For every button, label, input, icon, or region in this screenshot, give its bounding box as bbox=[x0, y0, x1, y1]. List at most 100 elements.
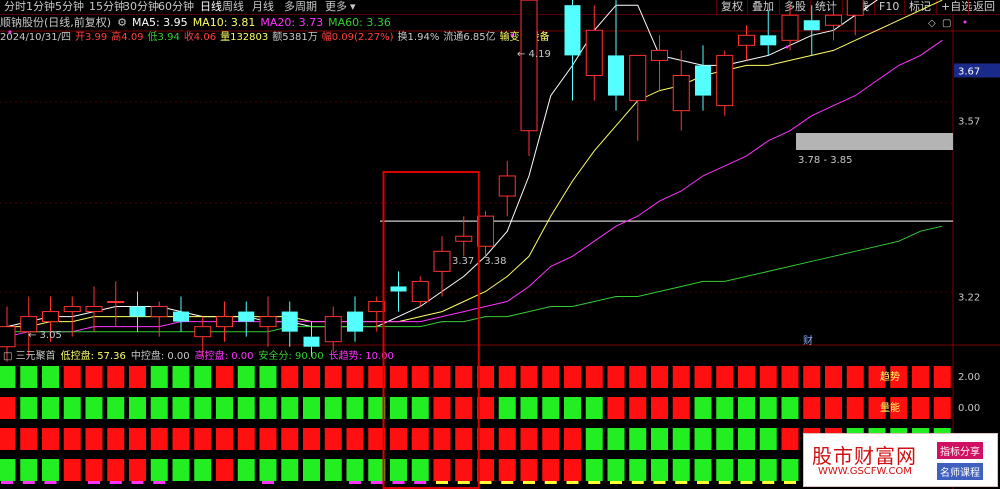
period-tab-2[interactable]: 5分钟 bbox=[55, 0, 84, 13]
candle-7 bbox=[150, 306, 168, 318]
heat-cell-1-2 bbox=[42, 397, 59, 419]
heat-cell-3-8 bbox=[172, 459, 190, 481]
footer-mark-6 bbox=[131, 481, 144, 484]
heat-cell-1-30 bbox=[651, 397, 668, 419]
heat-cell-2-33 bbox=[716, 428, 734, 450]
heat-cell-2-13 bbox=[281, 428, 299, 450]
heat-cell-0-42 bbox=[912, 366, 929, 388]
period-tab-6[interactable]: 日线 bbox=[200, 0, 222, 13]
period-tab-10[interactable]: 更多 bbox=[325, 0, 347, 13]
heat-cell-0-24 bbox=[520, 366, 538, 388]
footer-mark-12 bbox=[262, 481, 274, 484]
heat-cell-0-30 bbox=[651, 366, 668, 388]
watermark-badge-course[interactable]: 名师课程 bbox=[937, 463, 983, 480]
heat-cell-0-27 bbox=[585, 366, 603, 388]
candle-14 bbox=[303, 336, 320, 347]
candle-20 bbox=[433, 250, 451, 272]
ma-line-ma20 bbox=[6, 39, 943, 338]
candle-13 bbox=[281, 311, 298, 332]
heat-cell-3-14 bbox=[303, 459, 320, 481]
heat-cell-3-32 bbox=[694, 459, 712, 481]
period-tab-7[interactable]: 周线 bbox=[222, 0, 244, 13]
heat-cell-1-9 bbox=[194, 397, 212, 419]
period-tab-0[interactable]: 分时 bbox=[4, 0, 26, 13]
heat-cell-1-37 bbox=[803, 397, 821, 419]
heat-cell-2-15 bbox=[324, 428, 342, 450]
heat-cell-0-34 bbox=[738, 366, 755, 388]
heat-cell-2-17 bbox=[368, 428, 386, 450]
heat-cell-0-6 bbox=[129, 366, 146, 388]
price-zone-upper bbox=[796, 133, 953, 150]
heat-cell-0-25 bbox=[542, 366, 560, 388]
row-label-1: 量能 bbox=[880, 401, 900, 414]
toolbar-button-8[interactable]: 返回 bbox=[968, 0, 999, 14]
candle-19 bbox=[411, 280, 429, 303]
heat-cell-1-33 bbox=[716, 397, 734, 419]
heat-cell-1-42 bbox=[912, 397, 929, 419]
heat-cell-0-8 bbox=[172, 366, 190, 388]
maximize-icon: ▢ bbox=[942, 18, 951, 29]
toolbar-button-1[interactable]: 叠加 bbox=[747, 0, 778, 14]
period-tab-4[interactable]: 30分钟 bbox=[123, 0, 159, 13]
heat-cell-3-23 bbox=[498, 459, 516, 481]
heat-cell-2-23 bbox=[498, 428, 516, 450]
candle-34 bbox=[738, 34, 755, 46]
heat-cell-0-22 bbox=[477, 366, 494, 388]
heat-cell-0-38 bbox=[825, 366, 842, 388]
footer-mark-28 bbox=[610, 481, 622, 484]
indicator-stat-2: 高控盘: 0.00 bbox=[195, 349, 254, 362]
ma-legend-0: MA5: 3.95 bbox=[132, 16, 188, 29]
heat-cell-0-16 bbox=[346, 366, 364, 388]
watermark-title: 股市财富网 bbox=[812, 444, 917, 468]
bar-info-7: 幅0.09(2.27%) bbox=[322, 30, 394, 43]
period-tab-1[interactable]: 1分钟 bbox=[26, 0, 55, 13]
heat-cell-2-8 bbox=[172, 428, 190, 450]
period-tab-3[interactable]: 15分钟 bbox=[89, 0, 125, 13]
bar-info-0: 2024/10/31/四 bbox=[0, 32, 71, 43]
candle-4 bbox=[85, 306, 103, 313]
heat-cell-3-2 bbox=[42, 459, 59, 481]
more-caret-icon[interactable]: ▾ bbox=[350, 0, 356, 13]
toolbar-button-3[interactable]: 统计 bbox=[810, 0, 841, 14]
heat-cell-3-0 bbox=[0, 459, 16, 481]
period-tab-5[interactable]: 60分钟 bbox=[158, 0, 194, 13]
toolbar-button-7[interactable]: +自选 bbox=[936, 0, 976, 14]
heat-cell-3-31 bbox=[672, 459, 690, 481]
heat-cell-2-16 bbox=[346, 428, 364, 450]
bar-info-1: 开3.99 bbox=[75, 32, 107, 43]
bar-info-8: 换1.94% bbox=[398, 30, 440, 43]
heat-cell-1-0 bbox=[0, 397, 16, 419]
heat-cell-2-9 bbox=[194, 428, 212, 450]
heat-cell-0-36 bbox=[781, 366, 799, 388]
zone-upper-label: 3.78 - 3.85 bbox=[798, 155, 853, 166]
heat-cell-3-28 bbox=[607, 459, 625, 481]
heat-cell-3-22 bbox=[477, 459, 494, 481]
watermark-badge-share[interactable]: 指标分享 bbox=[937, 442, 983, 459]
heat-cell-0-10 bbox=[216, 366, 233, 388]
heat-cell-3-4 bbox=[85, 459, 103, 481]
heat-cell-0-40 bbox=[868, 366, 886, 388]
event-dot-3 bbox=[963, 20, 967, 24]
chart-annotations: ← 4.19← 3.053.78 - 3.853.37 - 3.38财 bbox=[8, 20, 967, 347]
heat-cell-0-28 bbox=[607, 366, 625, 388]
indicator-stat-1: 中控盘: 0.00 bbox=[131, 349, 190, 362]
heat-cell-0-17 bbox=[368, 366, 386, 388]
heat-cell-0-14 bbox=[303, 366, 320, 388]
heat-cell-1-17 bbox=[368, 397, 386, 419]
candle-8 bbox=[173, 311, 189, 322]
moving-averages bbox=[6, 0, 943, 338]
heat-cell-3-13 bbox=[281, 459, 299, 481]
heat-cell-0-19 bbox=[411, 366, 429, 388]
row-label-0: 趋势 bbox=[880, 370, 900, 383]
heat-cell-2-32 bbox=[694, 428, 712, 450]
period-tab-9[interactable]: 多周期 bbox=[284, 0, 317, 13]
heat-cell-2-14 bbox=[303, 428, 320, 450]
toolbar-button-0[interactable]: 复权 bbox=[716, 0, 747, 14]
candle-22 bbox=[477, 215, 494, 247]
toolbar-button-6[interactable]: 标记 bbox=[904, 0, 935, 14]
ma-line-ma60 bbox=[7, 225, 943, 333]
period-tab-8[interactable]: 月线 bbox=[252, 0, 274, 13]
toolbar-button-5[interactable]: F10 bbox=[874, 0, 903, 14]
candle-6 bbox=[129, 306, 146, 317]
candle-28 bbox=[608, 55, 624, 96]
